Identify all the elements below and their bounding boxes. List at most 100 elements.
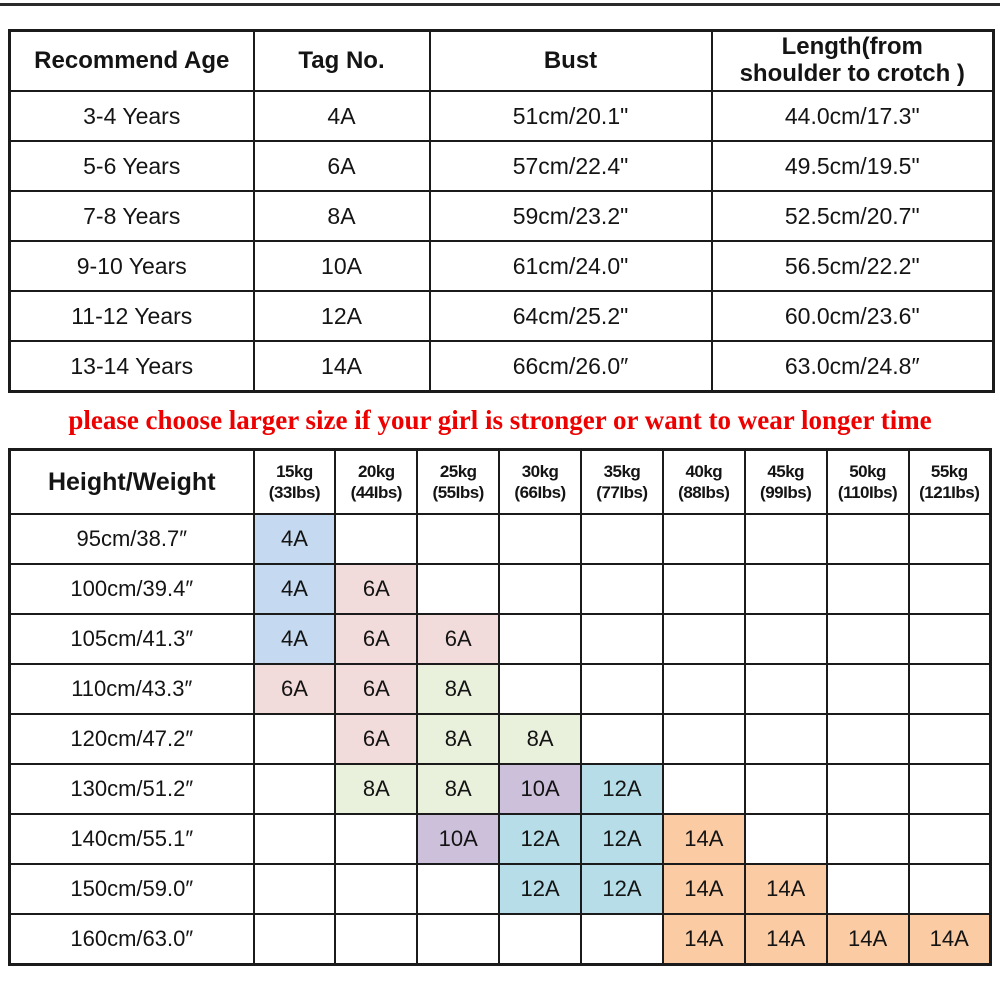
weight-col-header: 35kg (77Ibs) bbox=[580, 448, 664, 515]
matrix-empty-cell bbox=[825, 563, 910, 615]
matrix-empty-cell bbox=[825, 763, 910, 815]
matrix-row: 160cm/63.0″ 14A 14A 14A 14A bbox=[8, 913, 992, 966]
matrix-empty-cell bbox=[580, 513, 664, 565]
size-table-cell: 14A bbox=[252, 340, 431, 393]
weight-col-header: 15kg (33Ibs) bbox=[252, 448, 337, 515]
matrix-size-cell: 8A bbox=[416, 763, 501, 815]
matrix-empty-cell bbox=[416, 513, 501, 565]
matrix-size-cell: 14A bbox=[825, 913, 910, 966]
height-row-header: 120cm/47.2″ bbox=[8, 713, 255, 765]
matrix-row: 130cm/51.2″ 8A 8A 10A 12A bbox=[8, 763, 992, 815]
size-table-cell: 61cm/24.0" bbox=[428, 240, 713, 292]
matrix-empty-cell bbox=[498, 613, 582, 665]
size-table-cell: 59cm/23.2" bbox=[428, 190, 713, 242]
matrix-empty-cell bbox=[661, 613, 746, 665]
matrix-empty-cell bbox=[252, 763, 337, 815]
matrix-empty-cell bbox=[825, 613, 910, 665]
size-col-header: Recommend Age bbox=[8, 29, 255, 92]
size-table-cell: 51cm/20.1" bbox=[428, 90, 713, 142]
matrix-empty-cell bbox=[661, 663, 746, 715]
size-table-cell: 52.5cm/20.7" bbox=[710, 190, 995, 242]
matrix-empty-cell bbox=[825, 813, 910, 865]
matrix-row: 120cm/47.2″ 6A 8A 8A bbox=[8, 713, 992, 765]
size-table-cell: 10A bbox=[252, 240, 431, 292]
size-chart-page: Recommend Age Tag No. Bust Length(from shou… bbox=[8, 29, 995, 966]
size-advice-text: please choose larger size if your girl i… bbox=[68, 405, 932, 435]
matrix-size-cell: 6A bbox=[252, 663, 337, 715]
size-table-cell: 60.0cm/23.6" bbox=[710, 290, 995, 342]
size-table-row: 11-12 Years 12A 64cm/25.2" 60.0cm/23.6" bbox=[8, 290, 995, 342]
size-table-row: 3-4 Years 4A 51cm/20.1" 44.0cm/17.3" bbox=[8, 90, 995, 142]
top-divider-line bbox=[0, 3, 1000, 6]
matrix-size-cell: 6A bbox=[334, 713, 419, 765]
weight-col-header: 20kg (44Ibs) bbox=[334, 448, 419, 515]
size-table-cell: 57cm/22.4" bbox=[428, 140, 713, 192]
weight-col-header: 40kg (88Ibs) bbox=[661, 448, 746, 515]
matrix-empty-cell bbox=[498, 513, 582, 565]
weight-col-header: 45kg (99Ibs) bbox=[743, 448, 828, 515]
matrix-empty-cell bbox=[661, 763, 746, 815]
size-col-header: Bust bbox=[428, 29, 713, 92]
matrix-empty-cell bbox=[743, 763, 828, 815]
matrix-row: 140cm/55.1″ 10A 12A 12A 14A bbox=[8, 813, 992, 865]
size-table-cell: 63.0cm/24.8″ bbox=[710, 340, 995, 393]
matrix-size-cell: 8A bbox=[416, 663, 501, 715]
size-table-cell: 11-12 Years bbox=[8, 290, 255, 342]
matrix-size-cell: 10A bbox=[498, 763, 582, 815]
size-table-cell: 7-8 Years bbox=[8, 190, 255, 242]
matrix-empty-cell bbox=[825, 513, 910, 565]
size-col-header: Length(from shoulder to crotch ) bbox=[710, 29, 995, 92]
matrix-size-cell: 12A bbox=[580, 763, 664, 815]
height-row-header: 100cm/39.4″ bbox=[8, 563, 255, 615]
weight-col-header: 30kg (66Ibs) bbox=[498, 448, 582, 515]
size-table-cell: 13-14 Years bbox=[8, 340, 255, 393]
height-row-header: 105cm/41.3″ bbox=[8, 613, 255, 665]
matrix-row: 110cm/43.3″ 6A 6A 8A bbox=[8, 663, 992, 715]
size-table-cell: 4A bbox=[252, 90, 431, 142]
height-row-header: 95cm/38.7″ bbox=[8, 513, 255, 565]
matrix-size-cell: 10A bbox=[416, 813, 501, 865]
size-table-row: 7-8 Years 8A 59cm/23.2" 52.5cm/20.7" bbox=[8, 190, 995, 242]
matrix-empty-cell bbox=[825, 713, 910, 765]
height-row-header: 110cm/43.3″ bbox=[8, 663, 255, 715]
matrix-empty-cell bbox=[416, 863, 501, 915]
matrix-empty-cell bbox=[334, 863, 419, 915]
matrix-empty-cell bbox=[907, 713, 992, 765]
size-chart-table: Recommend Age Tag No. Bust Length(from shou… bbox=[8, 29, 995, 393]
matrix-empty-cell bbox=[498, 663, 582, 715]
height-row-header: 160cm/63.0″ bbox=[8, 913, 255, 966]
matrix-empty-cell bbox=[907, 863, 992, 915]
matrix-size-cell: 14A bbox=[907, 913, 992, 966]
matrix-empty-cell bbox=[743, 513, 828, 565]
height-weight-table: Height/Weight 15kg (33Ibs) 20kg (44Ibs) 25k… bbox=[8, 448, 992, 966]
matrix-empty-cell bbox=[580, 563, 664, 615]
matrix-empty-cell bbox=[907, 763, 992, 815]
matrix-header-row: Height/Weight 15kg (33Ibs) 20kg (44Ibs) 25k… bbox=[8, 448, 992, 515]
weight-col-header: 55kg (121Ibs) bbox=[907, 448, 992, 515]
matrix-size-cell: 6A bbox=[334, 613, 419, 665]
matrix-empty-cell bbox=[661, 713, 746, 765]
matrix-empty-cell bbox=[907, 663, 992, 715]
height-row-header: 140cm/55.1″ bbox=[8, 813, 255, 865]
matrix-empty-cell bbox=[743, 663, 828, 715]
matrix-empty-cell bbox=[743, 713, 828, 765]
matrix-empty-cell bbox=[661, 563, 746, 615]
matrix-empty-cell bbox=[334, 513, 419, 565]
matrix-empty-cell bbox=[580, 913, 664, 966]
size-table-cell: 3-4 Years bbox=[8, 90, 255, 142]
matrix-empty-cell bbox=[907, 513, 992, 565]
size-table-header-row: Recommend Age Tag No. Bust Length(from shou… bbox=[8, 29, 995, 92]
height-weight-corner-header: Height/Weight bbox=[8, 448, 255, 515]
matrix-empty-cell bbox=[252, 813, 337, 865]
matrix-size-cell: 14A bbox=[661, 863, 746, 915]
size-table-cell: 64cm/25.2" bbox=[428, 290, 713, 342]
size-table-row: 13-14 Years 14A 66cm/26.0″ 63.0cm/24.8″ bbox=[8, 340, 995, 393]
matrix-size-cell: 6A bbox=[334, 663, 419, 715]
matrix-size-cell: 6A bbox=[416, 613, 501, 665]
matrix-empty-cell bbox=[907, 813, 992, 865]
matrix-size-cell: 12A bbox=[580, 863, 664, 915]
matrix-empty-cell bbox=[743, 563, 828, 615]
size-table-cell: 66cm/26.0″ bbox=[428, 340, 713, 393]
matrix-row: 100cm/39.4″ 4A 6A bbox=[8, 563, 992, 615]
matrix-size-cell: 14A bbox=[743, 913, 828, 966]
